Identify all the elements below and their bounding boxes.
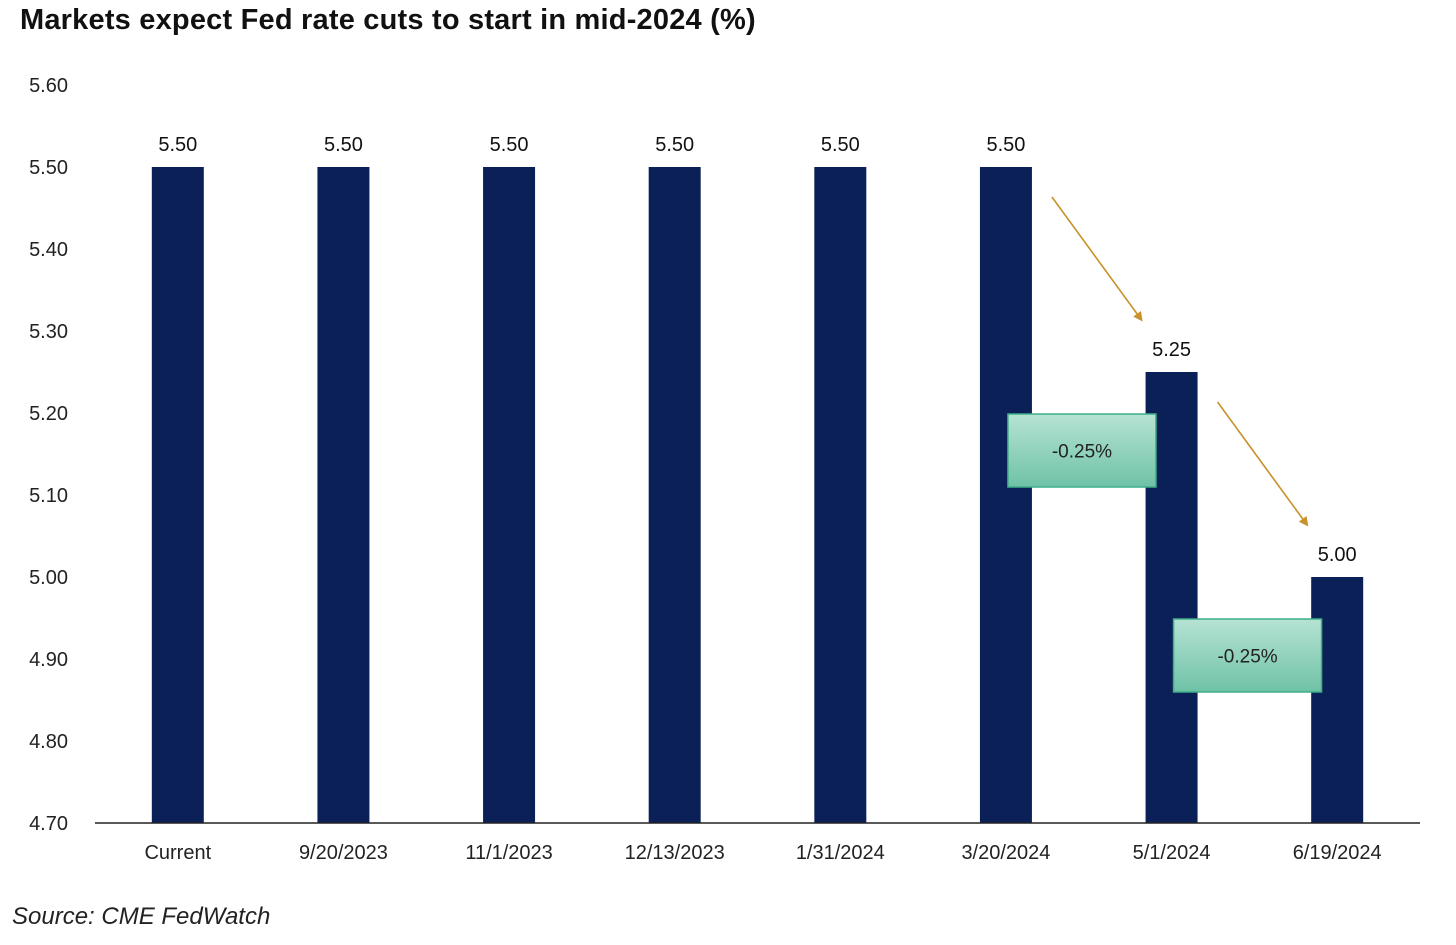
change-annotation-label: -0.25% — [1217, 647, 1277, 668]
y-tick-label: 5.20 — [29, 403, 68, 425]
annotations: -0.25% -0.25% — [1007, 196, 1323, 693]
bar — [151, 167, 204, 823]
y-tick-label: 5.50 — [29, 157, 68, 179]
data-label: 5.50 — [324, 134, 363, 156]
bars — [151, 167, 1364, 823]
category-label: 12/13/2023 — [625, 842, 725, 864]
bar — [979, 167, 1032, 823]
category-label: 9/20/2023 — [299, 842, 388, 864]
y-tick-label: 5.30 — [29, 321, 68, 343]
trend-arrow — [1051, 196, 1143, 322]
y-tick-label: 5.10 — [29, 485, 68, 507]
data-label: 5.50 — [821, 134, 860, 156]
data-label: 5.50 — [158, 134, 197, 156]
source-note: Source: CME FedWatch — [12, 903, 271, 930]
data-label: 5.50 — [655, 134, 694, 156]
data-label: 5.25 — [1152, 339, 1191, 361]
category-label: 5/1/2024 — [1133, 842, 1211, 864]
y-axis-ticks: 4.70 4.80 4.90 5.00 5.10 5.20 5.30 5.40 5.50 5.60 — [29, 75, 68, 835]
bar — [648, 167, 701, 823]
bar — [814, 167, 867, 823]
bar — [317, 167, 370, 823]
y-tick-label: 5.60 — [29, 75, 68, 97]
category-label: 6/19/2024 — [1293, 842, 1382, 864]
y-tick-label: 4.80 — [29, 731, 68, 753]
category-labels: Current 9/20/2023 11/1/2023 12/13/2023 1/31/… — [144, 842, 1381, 864]
category-label: Current — [144, 842, 211, 864]
trend-arrow — [1216, 401, 1309, 527]
change-annotation-label: -0.25% — [1052, 442, 1112, 463]
category-label: 3/20/2024 — [961, 842, 1050, 864]
category-label: 11/1/2023 — [465, 842, 553, 864]
data-label: 5.50 — [490, 134, 529, 156]
y-tick-label: 5.00 — [29, 567, 68, 589]
y-tick-label: 4.70 — [29, 813, 68, 835]
change-annotation-box — [1007, 413, 1157, 488]
bar — [483, 167, 536, 823]
y-tick-label: 4.90 — [29, 649, 68, 671]
bar — [1311, 577, 1364, 823]
data-label: 5.50 — [986, 134, 1025, 156]
y-tick-label: 5.40 — [29, 239, 68, 261]
category-label: 1/31/2024 — [796, 842, 885, 864]
data-labels: 5.50 5.50 5.50 5.50 5.50 5.50 5.25 5.00 — [158, 134, 1356, 566]
change-annotation-box — [1172, 618, 1323, 693]
chart-title: Markets expect Fed rate cuts to start in… — [20, 4, 756, 36]
data-label: 5.00 — [1318, 544, 1357, 566]
